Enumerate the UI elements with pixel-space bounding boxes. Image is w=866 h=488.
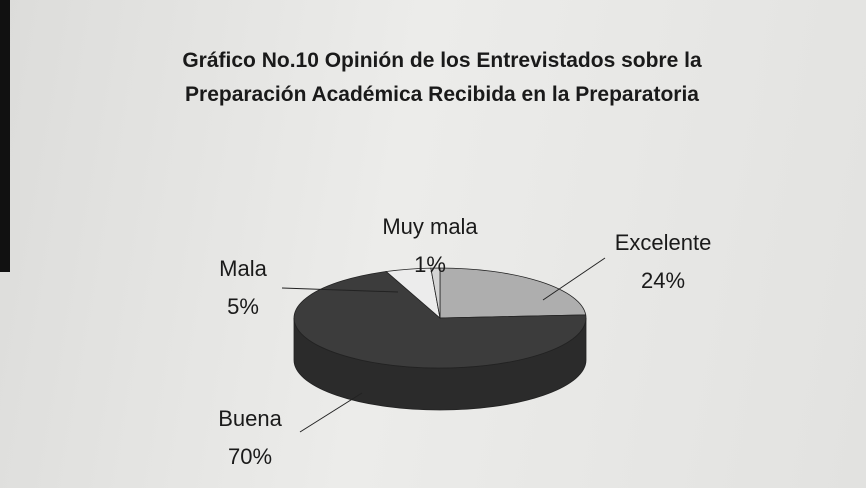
value-label: 70% bbox=[228, 444, 272, 469]
category-label: Muy mala bbox=[382, 214, 478, 239]
leader-line bbox=[299, 392, 363, 433]
slice-top bbox=[293, 271, 587, 369]
photo-edge bbox=[0, 0, 10, 272]
leader-line bbox=[281, 287, 399, 293]
slice bbox=[293, 271, 587, 411]
slice-top bbox=[439, 267, 587, 319]
slice bbox=[430, 267, 441, 319]
category-label: Mala bbox=[219, 256, 267, 281]
slice bbox=[439, 267, 587, 319]
category-label: Buena bbox=[218, 406, 282, 431]
category-label: Excelente bbox=[615, 230, 712, 255]
value-label: 1% bbox=[414, 252, 446, 277]
value-label: 5% bbox=[227, 294, 259, 319]
leader-line bbox=[542, 257, 606, 301]
chart-title: Gráfico No.10 Opinión de los Entrevistad… bbox=[182, 49, 702, 106]
value-label: 24% bbox=[641, 268, 685, 293]
slice-top bbox=[430, 267, 441, 319]
